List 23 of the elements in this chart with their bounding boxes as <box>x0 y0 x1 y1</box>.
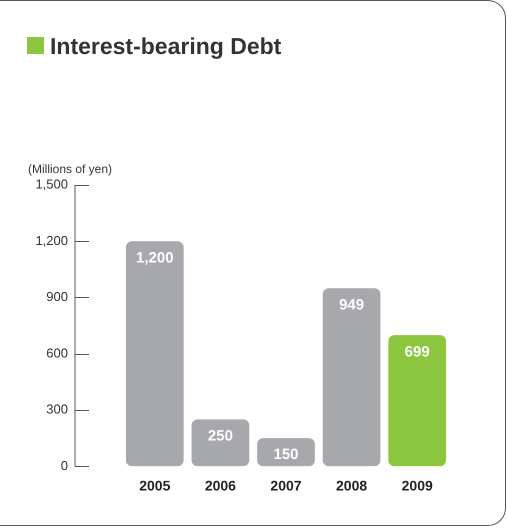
y-tick-label: 300 <box>46 402 68 417</box>
x-tick-label: 2007 <box>270 477 302 494</box>
x-tick-label: 2008 <box>336 477 368 494</box>
y-tick-label: 0 <box>60 458 68 473</box>
bar <box>322 288 380 466</box>
x-tick-label: 2009 <box>402 477 433 494</box>
chart-title: Interest-bearing Debt <box>50 33 282 60</box>
data-label: 250 <box>208 427 233 444</box>
data-label: 949 <box>339 296 364 314</box>
data-label: 1,200 <box>136 249 174 266</box>
bar <box>192 419 250 466</box>
x-tick-label: 2005 <box>139 477 171 494</box>
bar <box>126 241 184 466</box>
y-tick-label: 1,500 <box>35 176 68 192</box>
y-axis-title: (Millions of yen) <box>28 162 112 176</box>
y-tick-label: 1,200 <box>35 232 68 248</box>
bar <box>388 335 446 466</box>
y-tick-label: 600 <box>46 345 68 360</box>
x-tick-label: 2006 <box>204 477 236 494</box>
data-label: 150 <box>273 446 299 464</box>
bar <box>257 438 315 466</box>
y-tick-label: 900 <box>46 289 68 304</box>
data-label: 699 <box>404 343 430 360</box>
